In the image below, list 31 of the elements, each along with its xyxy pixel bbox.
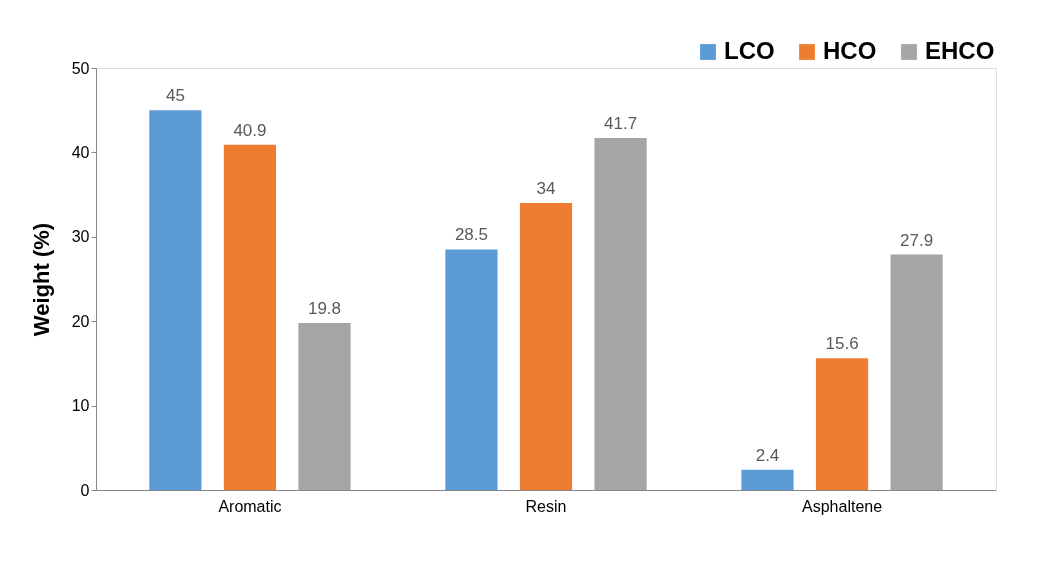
data-label: 28.5 — [454, 225, 488, 245]
x-tick-label: Asphaltene — [802, 497, 883, 515]
y-tick-label: 0 — [80, 481, 90, 499]
y-axis-title: Weight (%) — [28, 222, 54, 337]
data-label: 41.7 — [604, 114, 638, 134]
data-label: 2.4 — [755, 445, 780, 465]
bar — [594, 138, 647, 490]
bar — [519, 203, 573, 490]
y-tick-label: 30 — [71, 228, 90, 246]
y-tick-label: 20 — [71, 312, 90, 330]
x-tick-label: Resin — [525, 497, 567, 515]
y-tick-label: 10 — [71, 397, 90, 415]
data-label: 27.9 — [900, 230, 934, 250]
bar — [298, 322, 351, 490]
y-tick-label: 40 — [71, 143, 90, 161]
data-label: 19.8 — [307, 298, 342, 318]
bar — [741, 469, 794, 490]
bar — [149, 110, 202, 490]
legend-label: LCO — [724, 37, 775, 64]
data-label: 40.9 — [233, 120, 267, 140]
legend-label: EHCO — [925, 37, 995, 64]
x-tick-label: Aromatic — [218, 497, 282, 515]
bar — [223, 144, 277, 490]
data-label: 45 — [165, 86, 185, 106]
bar — [890, 254, 943, 490]
data-label: 15.6 — [825, 334, 859, 354]
data-label: 34 — [536, 179, 556, 199]
y-tick-label: 50 — [71, 59, 90, 77]
legend-label: HCO — [823, 37, 877, 64]
bar — [445, 249, 498, 490]
bar — [815, 358, 869, 490]
